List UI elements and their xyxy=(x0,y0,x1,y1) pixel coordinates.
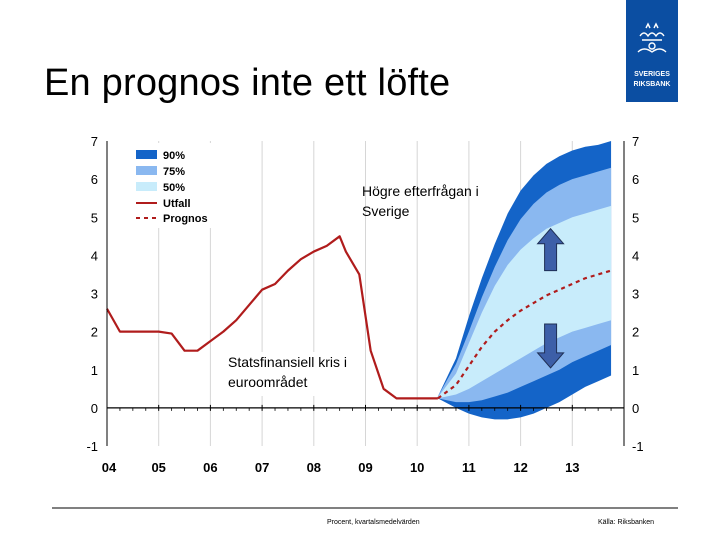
y-tick-label-right: 5 xyxy=(632,210,639,225)
annotation-crisis-line2: euroområdet xyxy=(228,374,307,390)
band-50 xyxy=(437,205,612,399)
crown-emblem-icon: SVERIGES RIKSBANK xyxy=(634,22,671,88)
legend-swatch-75 xyxy=(136,166,157,175)
y-tick-label-left: 4 xyxy=(91,248,98,263)
x-tick-label: 07 xyxy=(255,460,269,475)
x-tick-label: 12 xyxy=(513,460,527,475)
y-tick-label-right: 0 xyxy=(632,401,639,416)
footer-source: Källa: Riksbanken xyxy=(598,519,654,526)
x-tick-label: 05 xyxy=(151,460,165,475)
legend-label-75: 75% xyxy=(163,166,185,178)
x-tick-label: 08 xyxy=(307,460,321,475)
arrow-down-icon xyxy=(536,323,565,369)
y-tick-label-left: 1 xyxy=(91,363,98,378)
legend: 90% 75% 50% Utfall Prognos xyxy=(129,143,215,228)
annotation-demand-line1: Högre efterfrågan i xyxy=(362,183,479,199)
y-tick-label-left: 7 xyxy=(91,134,98,149)
x-tick-label: 09 xyxy=(358,460,372,475)
legend-label-90: 90% xyxy=(163,150,185,162)
y-tick-label-right: 3 xyxy=(632,287,639,302)
annotation-crisis-background xyxy=(226,352,362,396)
y-tick-label-right: 7 xyxy=(632,134,639,149)
zero-line xyxy=(107,404,624,411)
y-tick-label-right: 1 xyxy=(632,363,639,378)
logo-text-top: SVERIGES xyxy=(634,71,670,78)
series-forecast xyxy=(437,269,612,400)
logo-text-bottom: RIKSBANK xyxy=(634,81,671,88)
y-tick-label-left: 0 xyxy=(91,401,98,416)
series-outcome xyxy=(106,235,438,400)
annotation-crisis-line1: Statsfinansiell kris i xyxy=(228,354,347,370)
y-tick-label-left: 3 xyxy=(91,287,98,302)
x-tick-label: 06 xyxy=(203,460,217,475)
slide-title: En prognos inte ett löfte xyxy=(44,62,451,104)
arrow-up-icon xyxy=(536,227,565,272)
footer-note: Procent, kvartalsmedelvärden xyxy=(327,519,420,526)
x-tick-label: 11 xyxy=(462,460,476,475)
legend-label-outcome: Utfall xyxy=(163,198,191,210)
y-tick-label-left: 2 xyxy=(91,325,98,340)
y-tick-label-left: -1 xyxy=(86,439,98,454)
axes xyxy=(106,141,625,446)
y-tick-label-left: 5 xyxy=(91,210,98,225)
legend-swatch-50 xyxy=(136,182,157,191)
x-tick-label: 13 xyxy=(565,460,579,475)
annotation-arrows xyxy=(536,227,565,369)
y-tick-label-right: 2 xyxy=(632,325,639,340)
x-tick-label: 10 xyxy=(410,460,424,475)
y-tick-label-right: -1 xyxy=(632,439,644,454)
y-tick-label-right: 4 xyxy=(632,248,639,263)
legend-label-50: 50% xyxy=(163,182,185,194)
legend-swatch-90 xyxy=(136,150,157,159)
y-tick-label-left: 6 xyxy=(91,172,98,187)
annotation-demand-line2: Sverige xyxy=(362,203,410,219)
tick-labels: -1 -10 01 12 23 34 45 56 67 704 05 06 07 08 09 10 11 12 13 xyxy=(86,134,643,475)
y-tick-label-right: 6 xyxy=(632,172,639,187)
series-lines xyxy=(106,235,612,400)
x-tick-label: 04 xyxy=(102,460,117,475)
legend-label-forecast: Prognos xyxy=(163,213,208,225)
riksbank-logo: SVERIGES RIKSBANK xyxy=(626,0,678,102)
